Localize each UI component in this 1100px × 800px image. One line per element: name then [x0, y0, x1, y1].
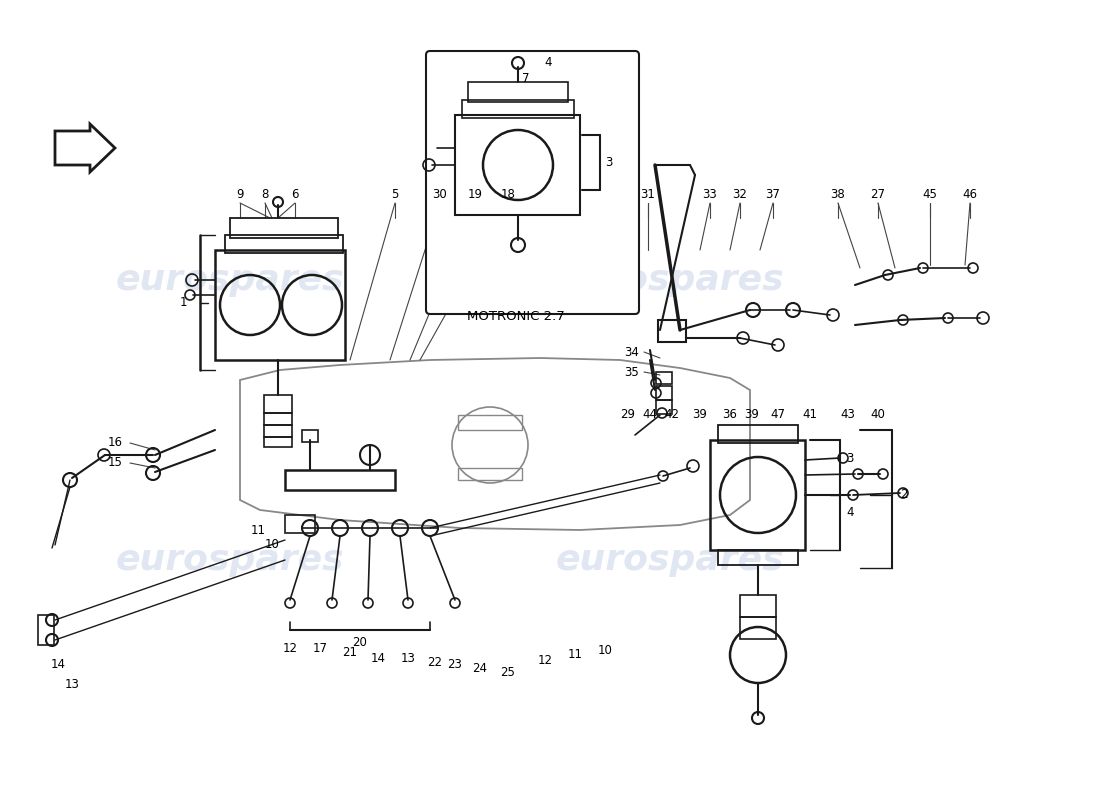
Text: 3: 3	[605, 155, 613, 169]
Text: 33: 33	[703, 189, 717, 202]
Text: 39: 39	[745, 409, 759, 422]
Text: 13: 13	[400, 651, 416, 665]
Text: 4: 4	[544, 55, 552, 69]
Text: 43: 43	[840, 409, 856, 422]
Text: 20: 20	[353, 637, 367, 650]
Bar	[658, 320, 686, 342]
Bar	[214, 250, 345, 360]
Text: 9: 9	[236, 189, 244, 202]
FancyBboxPatch shape	[426, 51, 639, 314]
Text: 18: 18	[500, 189, 516, 202]
Text: 1: 1	[179, 297, 187, 310]
Text: 14: 14	[51, 658, 66, 671]
Text: 40: 40	[870, 409, 886, 422]
Text: 37: 37	[766, 189, 780, 202]
Bar	[740, 595, 776, 617]
Text: 4: 4	[846, 506, 854, 518]
Text: 45: 45	[923, 189, 937, 202]
Text: 23: 23	[448, 658, 462, 671]
Bar	[458, 415, 522, 430]
Bar	[656, 386, 672, 400]
Bar	[656, 400, 672, 414]
Text: eurospares: eurospares	[556, 543, 784, 577]
Text: 29: 29	[620, 409, 636, 422]
Text: 10: 10	[597, 643, 613, 657]
Text: eurospares: eurospares	[116, 263, 344, 297]
Text: 6: 6	[292, 189, 299, 202]
Text: 8: 8	[262, 189, 268, 202]
Bar	[656, 372, 672, 384]
Bar	[264, 413, 292, 425]
Text: 22: 22	[428, 655, 442, 669]
Text: eurospares: eurospares	[116, 543, 344, 577]
Bar	[39, 615, 54, 645]
Text: 17: 17	[312, 642, 328, 654]
Text: 13: 13	[65, 678, 79, 691]
Bar	[455, 115, 580, 215]
Text: 25: 25	[500, 666, 516, 678]
Text: 35: 35	[625, 366, 639, 378]
Bar	[264, 437, 292, 447]
Text: 16: 16	[108, 437, 122, 450]
Text: 21: 21	[342, 646, 358, 658]
Text: 10: 10	[265, 538, 279, 551]
Bar	[285, 470, 395, 490]
Text: 39: 39	[693, 409, 707, 422]
Text: 31: 31	[640, 189, 656, 202]
Text: 12: 12	[538, 654, 552, 666]
Bar	[285, 515, 315, 533]
Text: 12: 12	[283, 642, 297, 654]
Bar	[226, 235, 343, 253]
Text: 7: 7	[522, 71, 530, 85]
Text: 36: 36	[723, 409, 737, 422]
Bar	[302, 430, 318, 442]
Text: 19: 19	[468, 189, 483, 202]
Text: 3: 3	[846, 451, 854, 465]
Text: eurospares: eurospares	[556, 263, 784, 297]
Text: 32: 32	[733, 189, 747, 202]
Text: 46: 46	[962, 189, 978, 202]
Bar	[230, 218, 338, 238]
Text: 44: 44	[642, 409, 658, 422]
Text: 14: 14	[371, 651, 385, 665]
Text: MOTRONIC 2.7: MOTRONIC 2.7	[468, 310, 565, 323]
Text: 42: 42	[664, 409, 680, 422]
Text: 15: 15	[108, 457, 122, 470]
Bar	[264, 425, 292, 437]
Text: 27: 27	[870, 189, 886, 202]
Text: 38: 38	[830, 189, 846, 202]
Bar	[718, 425, 798, 443]
Text: 2: 2	[900, 489, 908, 502]
Bar	[710, 440, 805, 550]
Text: 30: 30	[432, 189, 448, 202]
Bar	[718, 550, 798, 565]
Text: 5: 5	[392, 189, 398, 202]
Bar	[468, 82, 568, 102]
Text: 11: 11	[568, 649, 583, 662]
Bar	[458, 468, 522, 480]
Bar	[462, 100, 574, 118]
Bar	[264, 395, 292, 413]
Text: 41: 41	[803, 409, 817, 422]
Text: 24: 24	[473, 662, 487, 674]
Text: 34: 34	[625, 346, 639, 358]
Text: 47: 47	[770, 409, 785, 422]
Bar	[740, 617, 776, 639]
Text: 11: 11	[251, 523, 265, 537]
